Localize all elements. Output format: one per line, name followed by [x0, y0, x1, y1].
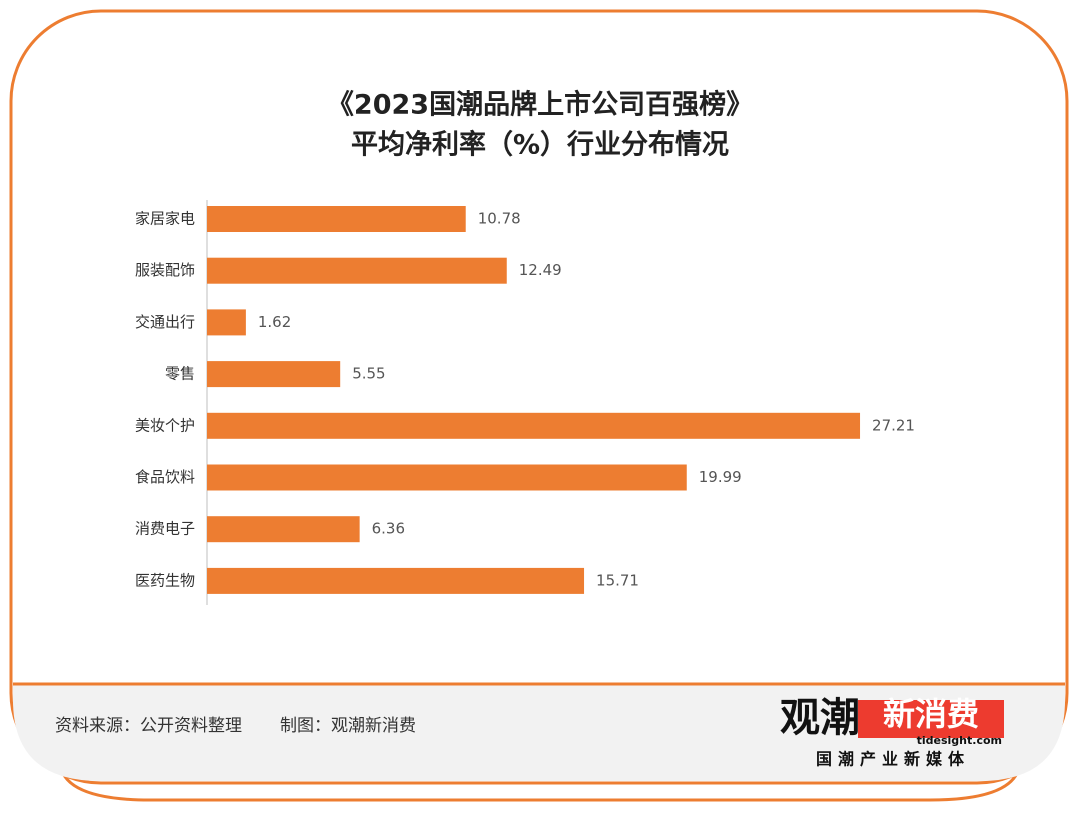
maker-note: 制图：观潮新消费 — [280, 716, 416, 736]
bar — [207, 257, 507, 284]
logo-tagline: 国潮产业新媒体 — [816, 750, 970, 769]
card-shadow-arc — [58, 759, 1022, 802]
value-label: 15.71 — [596, 571, 639, 589]
value-label: 12.49 — [519, 261, 562, 279]
bar — [207, 412, 861, 439]
y-tick-label: 交通出行 — [135, 313, 195, 331]
y-tick-label: 零售 — [165, 365, 195, 383]
logo-main: 观潮 — [780, 695, 860, 741]
value-label: 5.55 — [352, 365, 385, 383]
value-label: 19.99 — [699, 468, 742, 486]
value-label: 27.21 — [872, 416, 915, 434]
source-note: 资料来源：公开资料整理 — [55, 716, 242, 736]
bar — [207, 464, 687, 491]
bar — [207, 361, 341, 388]
y-tick-label: 家居家电 — [135, 210, 195, 228]
y-tick-label: 美妆个护 — [135, 416, 195, 434]
bar — [207, 516, 360, 543]
chart-subtitle: 平均净利率（%）行业分布情况 — [351, 129, 729, 161]
y-tick-label: 服装配饰 — [135, 261, 195, 279]
logo-url: tidesight.com — [917, 734, 1002, 747]
y-tick-label: 食品饮料 — [135, 468, 195, 486]
card — [9, 9, 1069, 785]
bar — [207, 567, 585, 594]
logo-box — [858, 700, 1004, 738]
value-label: 1.62 — [258, 313, 291, 331]
y-tick-label: 消费电子 — [135, 520, 195, 538]
y-tick-label: 医药生物 — [135, 571, 195, 589]
chart-title: 《2023国潮品牌上市公司百强榜》 — [327, 89, 753, 121]
bar — [207, 309, 246, 336]
footer-bg — [13, 684, 1065, 781]
value-label: 10.78 — [478, 210, 521, 228]
logo-main-b: 新消费 — [883, 695, 979, 733]
value-label: 6.36 — [372, 520, 405, 538]
bar — [207, 206, 466, 232]
